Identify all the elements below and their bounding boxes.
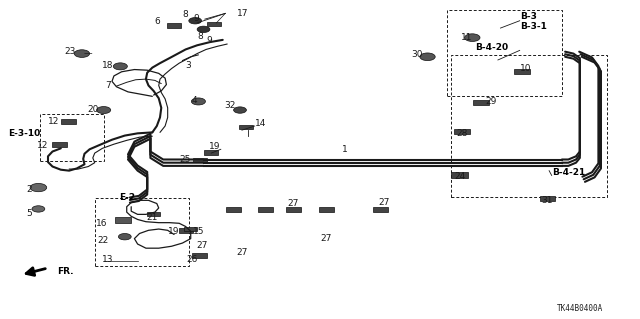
Text: 22: 22 xyxy=(97,236,109,245)
Circle shape xyxy=(420,53,435,61)
Bar xyxy=(226,207,241,212)
Text: 27: 27 xyxy=(196,241,208,250)
Bar xyxy=(258,207,273,212)
Text: 13: 13 xyxy=(102,255,114,263)
Text: TK44B0400A: TK44B0400A xyxy=(557,304,603,313)
Bar xyxy=(115,217,131,223)
Text: 25: 25 xyxy=(179,155,191,164)
Bar xyxy=(285,207,301,212)
Text: B-4-21: B-4-21 xyxy=(552,168,585,177)
Bar xyxy=(473,100,490,105)
Text: 12: 12 xyxy=(48,117,60,126)
Text: B-3-1: B-3-1 xyxy=(520,22,547,31)
Text: 1: 1 xyxy=(342,145,348,154)
Bar xyxy=(319,207,334,212)
Text: 2: 2 xyxy=(26,185,32,194)
Text: 4: 4 xyxy=(192,96,198,105)
Bar xyxy=(184,227,197,231)
Text: 3: 3 xyxy=(186,61,191,70)
Text: 21: 21 xyxy=(146,213,157,222)
Bar xyxy=(193,158,207,162)
Text: 23: 23 xyxy=(64,47,76,56)
Bar xyxy=(540,196,555,201)
Circle shape xyxy=(465,34,480,41)
Text: 15: 15 xyxy=(193,227,205,236)
Bar xyxy=(451,55,607,197)
Circle shape xyxy=(74,50,90,57)
Bar xyxy=(373,207,388,212)
Text: 20: 20 xyxy=(88,105,99,114)
Text: 27: 27 xyxy=(378,198,390,207)
Text: 19: 19 xyxy=(209,142,221,151)
Circle shape xyxy=(32,206,45,212)
Bar xyxy=(179,228,193,233)
Circle shape xyxy=(118,234,131,240)
Circle shape xyxy=(197,26,210,33)
Bar xyxy=(52,142,67,147)
Bar xyxy=(204,150,218,155)
Text: 9: 9 xyxy=(206,36,212,45)
Bar xyxy=(451,172,468,178)
Circle shape xyxy=(189,18,202,24)
Text: 32: 32 xyxy=(224,101,236,110)
Text: 27: 27 xyxy=(321,234,332,243)
Text: 8: 8 xyxy=(197,32,203,41)
Bar xyxy=(147,212,160,217)
Bar xyxy=(192,253,207,258)
Bar xyxy=(40,114,104,161)
Bar xyxy=(239,125,253,129)
Bar xyxy=(61,119,76,124)
Bar xyxy=(513,69,530,74)
Circle shape xyxy=(113,63,127,70)
Text: 17: 17 xyxy=(237,9,248,18)
Text: 5: 5 xyxy=(26,209,32,218)
Text: 31: 31 xyxy=(541,196,553,205)
Text: 9: 9 xyxy=(193,14,198,23)
Text: B-4-20: B-4-20 xyxy=(475,43,508,52)
Text: 16: 16 xyxy=(96,219,108,228)
Text: 7: 7 xyxy=(105,81,111,90)
Text: 12: 12 xyxy=(36,141,48,150)
Text: E-3-10: E-3-10 xyxy=(8,129,40,138)
Text: 29: 29 xyxy=(485,97,497,106)
Circle shape xyxy=(97,107,111,114)
Text: 28: 28 xyxy=(456,129,468,138)
Bar xyxy=(167,23,181,28)
Circle shape xyxy=(191,98,205,105)
Bar xyxy=(95,198,189,266)
Text: 18: 18 xyxy=(102,61,114,70)
Bar xyxy=(454,129,470,134)
Bar xyxy=(207,22,221,26)
Text: 11: 11 xyxy=(461,33,473,42)
Text: FR.: FR. xyxy=(58,267,74,276)
Bar xyxy=(447,10,562,96)
Text: 14: 14 xyxy=(255,119,266,128)
Text: E-2: E-2 xyxy=(118,193,135,202)
Text: B-3: B-3 xyxy=(520,12,536,21)
Text: 27: 27 xyxy=(236,248,248,256)
Text: 27: 27 xyxy=(287,199,299,208)
Text: 24: 24 xyxy=(454,172,465,181)
Text: 30: 30 xyxy=(411,50,422,59)
Circle shape xyxy=(30,183,47,192)
Text: 26: 26 xyxy=(186,255,198,263)
Text: 6: 6 xyxy=(154,17,159,26)
Text: 8: 8 xyxy=(183,10,188,19)
Text: 10: 10 xyxy=(520,64,531,73)
Circle shape xyxy=(234,107,246,113)
Text: 19: 19 xyxy=(168,227,179,236)
